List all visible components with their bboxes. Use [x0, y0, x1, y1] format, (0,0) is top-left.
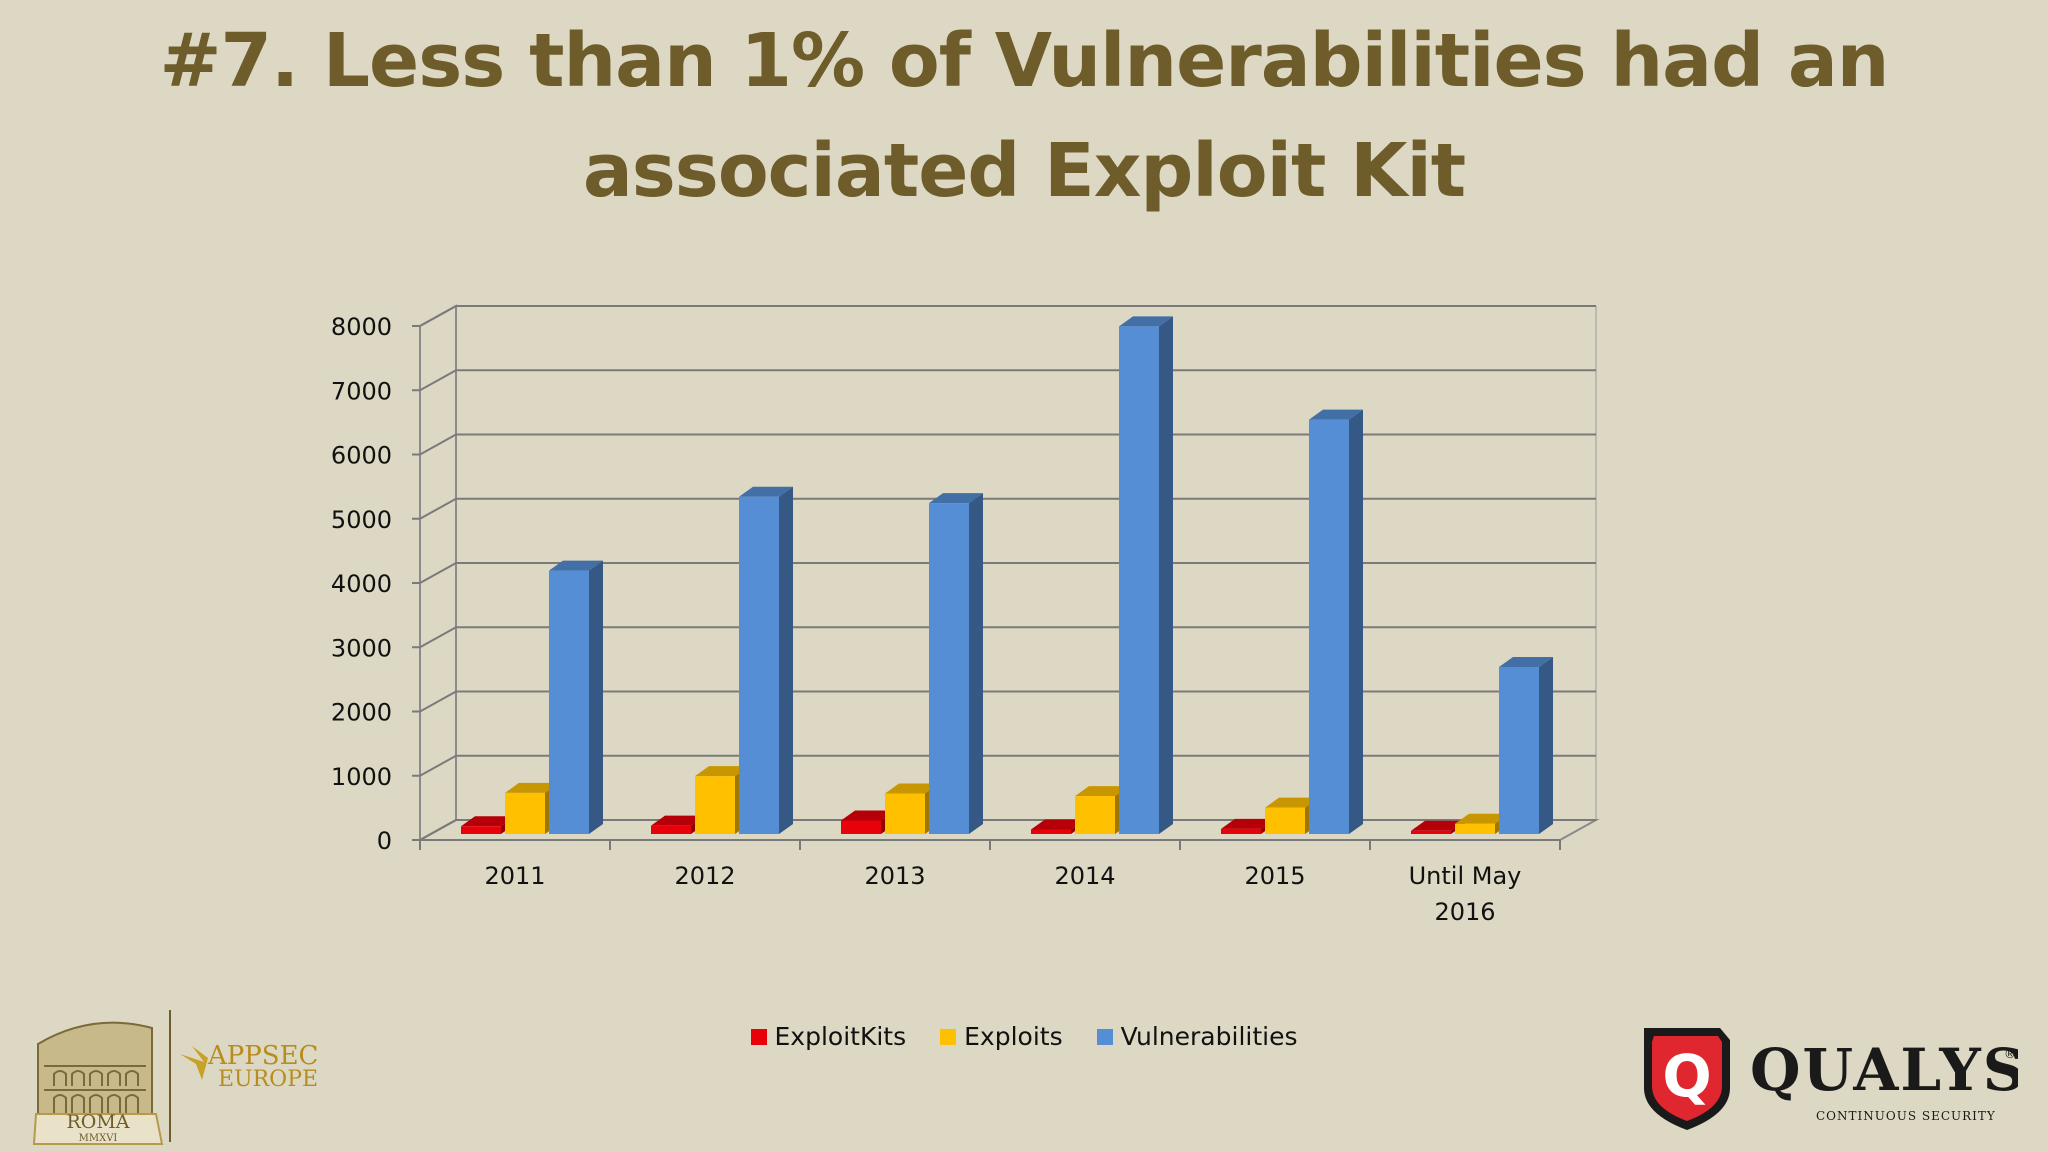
y-tick-label: 1000	[331, 763, 392, 791]
registered-mark: ®	[2004, 1047, 2016, 1061]
bar-top	[1031, 819, 1085, 830]
bar-exploitkits	[1031, 829, 1071, 834]
legend-label: ExploitKits	[774, 1022, 907, 1051]
bar-vulnerabilities	[739, 496, 779, 834]
appsec-label: APPSEC	[207, 1041, 318, 1071]
qualys-tagline: CONTINUOUS SECURITY	[1816, 1109, 1996, 1123]
europe-label: EUROPE	[218, 1067, 318, 1092]
qualys-logo: Q QUALYS ® CONTINUOUS SECURITY	[1644, 1028, 2018, 1130]
gridline	[419, 626, 1596, 649]
gridline	[419, 497, 1596, 520]
chart-legend: ExploitKits Exploits Vulnerabilities	[0, 1022, 2048, 1051]
slide-title: #7. Less than 1% of Vulnerabilities had …	[0, 6, 2048, 226]
legend-swatch	[940, 1028, 957, 1045]
x-tick-label: 2014	[1054, 862, 1115, 890]
x-tick-label: 2012	[674, 862, 735, 890]
y-tick-label: 3000	[331, 634, 392, 662]
bar-exploitkits	[841, 820, 881, 834]
bar-top	[885, 783, 939, 794]
bar-top	[1221, 818, 1275, 829]
qualys-wordmark: QUALYS	[1750, 1036, 2018, 1104]
gridline	[419, 819, 1596, 841]
bar-side	[779, 486, 793, 834]
bar-exploitkits	[1411, 830, 1451, 834]
bar-top	[1119, 316, 1173, 327]
bar-vulnerabilities	[1499, 666, 1539, 834]
bar-top	[1309, 409, 1363, 420]
legend-item-vulnerabilities: Vulnerabilities	[1096, 1022, 1298, 1051]
y-tick-label: 5000	[331, 506, 392, 534]
title-line-1: #7. Less than 1% of Vulnerabilities had …	[159, 18, 1890, 104]
bar-vulnerabilities	[1119, 326, 1159, 834]
bar-side	[1349, 409, 1363, 834]
legend-swatch	[750, 1028, 767, 1045]
bar-top	[1411, 820, 1465, 831]
bar-top	[841, 810, 895, 821]
y-tick-label: 6000	[331, 442, 392, 470]
x-tick-label: Until May	[1409, 862, 1522, 890]
bird-icon	[180, 1046, 208, 1080]
gridline	[419, 369, 1596, 392]
gridline	[419, 433, 1596, 456]
bar-exploits	[1455, 823, 1495, 834]
y-tick-label: 0	[377, 827, 392, 855]
gridline	[419, 754, 1596, 777]
bar-top	[739, 486, 793, 497]
bar-exploitkits	[651, 825, 691, 834]
bar-exploits	[1075, 796, 1115, 834]
bar-exploits	[885, 793, 925, 834]
x-tick-label: 2016	[1434, 898, 1495, 926]
title-line-2: associated Exploit Kit	[582, 128, 1466, 214]
bar-top	[651, 815, 705, 826]
bar-side	[589, 560, 603, 834]
bar-top	[1075, 786, 1129, 797]
bar-top	[461, 816, 515, 827]
bar-side	[1539, 656, 1553, 834]
y-tick-label: 4000	[331, 570, 392, 598]
colosseum-icon	[32, 1021, 164, 1145]
svg-text:Q: Q	[1662, 1042, 1711, 1110]
bar-vulnerabilities	[549, 570, 589, 834]
qualys-shield-icon: Q	[1644, 1028, 1730, 1130]
x-tick-label: 2013	[864, 862, 925, 890]
bar-exploits	[1265, 807, 1305, 834]
bar-vulnerabilities	[1309, 419, 1349, 834]
legend-item-exploits: Exploits	[940, 1022, 1063, 1051]
y-tick-label: 8000	[331, 313, 392, 341]
legend-label: Exploits	[964, 1022, 1063, 1051]
y-tick-label: 7000	[331, 377, 392, 405]
gridline	[419, 562, 1596, 584]
x-tick-label: 2015	[1244, 862, 1305, 890]
bar-vulnerabilities	[929, 503, 969, 834]
mmxvi-label: MMXVI	[79, 1133, 118, 1144]
bar-top	[505, 782, 559, 793]
x-tick-label: 2011	[484, 862, 545, 890]
bar-top	[549, 560, 603, 571]
bar-exploitkits	[1221, 828, 1261, 834]
roma-label: ROMA	[66, 1111, 129, 1133]
legend-item-exploitkits: ExploitKits	[750, 1022, 907, 1051]
bar-top	[1499, 656, 1553, 667]
bar-top	[929, 493, 983, 504]
bar-top	[695, 766, 749, 777]
bar-side	[1159, 316, 1173, 834]
gridline	[419, 690, 1596, 713]
bar-side	[969, 493, 983, 834]
bar-exploitkits	[461, 826, 501, 834]
bar-exploits	[505, 792, 545, 834]
bar-exploits	[695, 776, 735, 834]
gridline	[419, 305, 1596, 327]
legend-label: Vulnerabilities	[1120, 1022, 1298, 1051]
legend-swatch	[1096, 1028, 1113, 1045]
bar-top	[1265, 797, 1319, 808]
y-tick-label: 2000	[331, 699, 392, 727]
appsec-europe-logo: ROMA MMXVI APPSEC EUROPE	[32, 1010, 318, 1145]
bar-top	[1455, 813, 1509, 824]
